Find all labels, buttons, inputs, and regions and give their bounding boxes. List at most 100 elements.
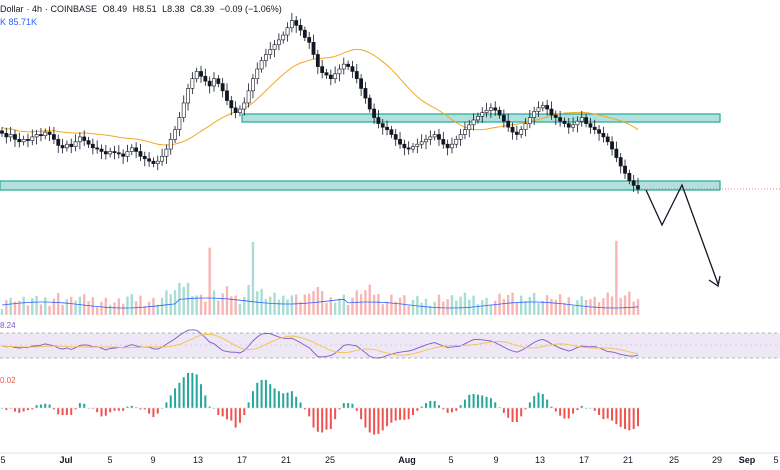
time-axis-label: 21: [280, 455, 292, 465]
candle-body: [592, 126, 597, 130]
volume-bar: [628, 291, 631, 315]
macd-bar: [117, 408, 120, 411]
macd-bar: [373, 408, 376, 435]
candle-body: [129, 147, 134, 152]
volume-bar: [13, 301, 17, 315]
candle-body: [0, 130, 4, 134]
pair-name: Dollar: [0, 4, 24, 14]
candle-body: [406, 147, 411, 150]
candle-body: [363, 88, 368, 99]
candle-body: [147, 158, 152, 162]
macd-bar: [364, 408, 367, 428]
macd-bar: [442, 408, 445, 410]
rsi-ma-line: [1, 333, 639, 356]
volume-bar: [78, 296, 82, 315]
candle-body: [216, 78, 221, 84]
macd-bar: [377, 408, 380, 434]
macd-bar: [394, 408, 397, 421]
volume-bar: [126, 296, 129, 315]
candle-body: [268, 49, 273, 55]
macd-bar: [178, 382, 181, 408]
macd-bar: [13, 408, 16, 412]
macd-bar: [5, 408, 8, 411]
candle-body: [82, 136, 87, 141]
candle-body: [566, 123, 571, 128]
volume-bar: [346, 304, 350, 315]
volume-bar: [411, 299, 415, 315]
macd-bar: [104, 408, 107, 416]
candle-body: [168, 139, 173, 150]
candle-body: [398, 139, 402, 145]
volume-bar: [9, 297, 12, 315]
macd-bar: [585, 408, 588, 409]
candle-body: [311, 42, 316, 55]
volume-bar: [610, 296, 614, 315]
volume-bar: [282, 295, 285, 315]
macd-bar: [351, 403, 354, 408]
volume-bar: [31, 298, 34, 315]
macd-bar: [22, 408, 25, 412]
macd-bar: [96, 408, 99, 413]
candle-body: [510, 126, 515, 133]
volume-bar: [286, 299, 289, 315]
candle-body: [229, 100, 234, 109]
candle-body: [56, 139, 61, 146]
time-axis-label: Sep: [738, 455, 756, 465]
candle-body: [597, 129, 601, 134]
volume-bar: [0, 309, 4, 315]
macd-bar: [598, 408, 601, 415]
candle-body: [454, 139, 459, 145]
candle-body: [47, 131, 52, 135]
candle-body: [480, 112, 485, 117]
rsi-value: 8.24: [0, 321, 16, 330]
volume-bar: [416, 295, 419, 315]
candle-body: [220, 83, 225, 92]
candle-body: [341, 63, 346, 70]
candle-body: [376, 117, 381, 124]
volume-bar: [100, 301, 103, 315]
volume-bar: [104, 297, 108, 315]
macd-bar: [217, 408, 220, 415]
macd-bar: [537, 392, 540, 408]
candle-body: [584, 117, 588, 124]
volume-bar: [113, 302, 116, 315]
candle-body: [155, 160, 160, 164]
candle-body: [108, 151, 113, 155]
time-axis-label: Aug: [398, 455, 416, 465]
macd-bar: [446, 408, 449, 413]
volume-bar: [437, 294, 441, 315]
timeframe: 4h: [32, 4, 43, 14]
change-value: −0.09 (−1.06%): [219, 4, 282, 14]
macd-bar: [528, 402, 531, 408]
volume-bar: [584, 300, 588, 315]
volume-bar: [372, 294, 376, 315]
volume-bar: [619, 297, 622, 315]
candle-body: [60, 145, 65, 149]
candle-body: [445, 143, 450, 149]
volume-bar: [295, 294, 298, 315]
volume-bar: [65, 299, 69, 315]
candle-body: [8, 134, 13, 138]
macd-bar: [18, 408, 21, 413]
candle-body: [52, 134, 56, 140]
candle-body: [333, 73, 338, 80]
volume-bar: [134, 301, 138, 315]
macd-bar: [148, 408, 151, 414]
candle-body: [103, 151, 108, 155]
candle-body: [579, 117, 584, 122]
macd-bar: [390, 408, 393, 423]
volume-bar: [463, 292, 467, 315]
macd-bar: [290, 391, 293, 408]
macd-bar: [156, 408, 159, 414]
candle-body: [95, 147, 100, 150]
macd-bar: [507, 408, 510, 418]
volume-bar: [485, 297, 488, 315]
volume-bar: [329, 297, 333, 315]
volume-bar: [325, 302, 328, 315]
time-axis-label: 13: [534, 455, 546, 465]
macd-bar: [243, 408, 246, 415]
macd-bar: [541, 394, 544, 408]
candle-body: [173, 129, 177, 140]
